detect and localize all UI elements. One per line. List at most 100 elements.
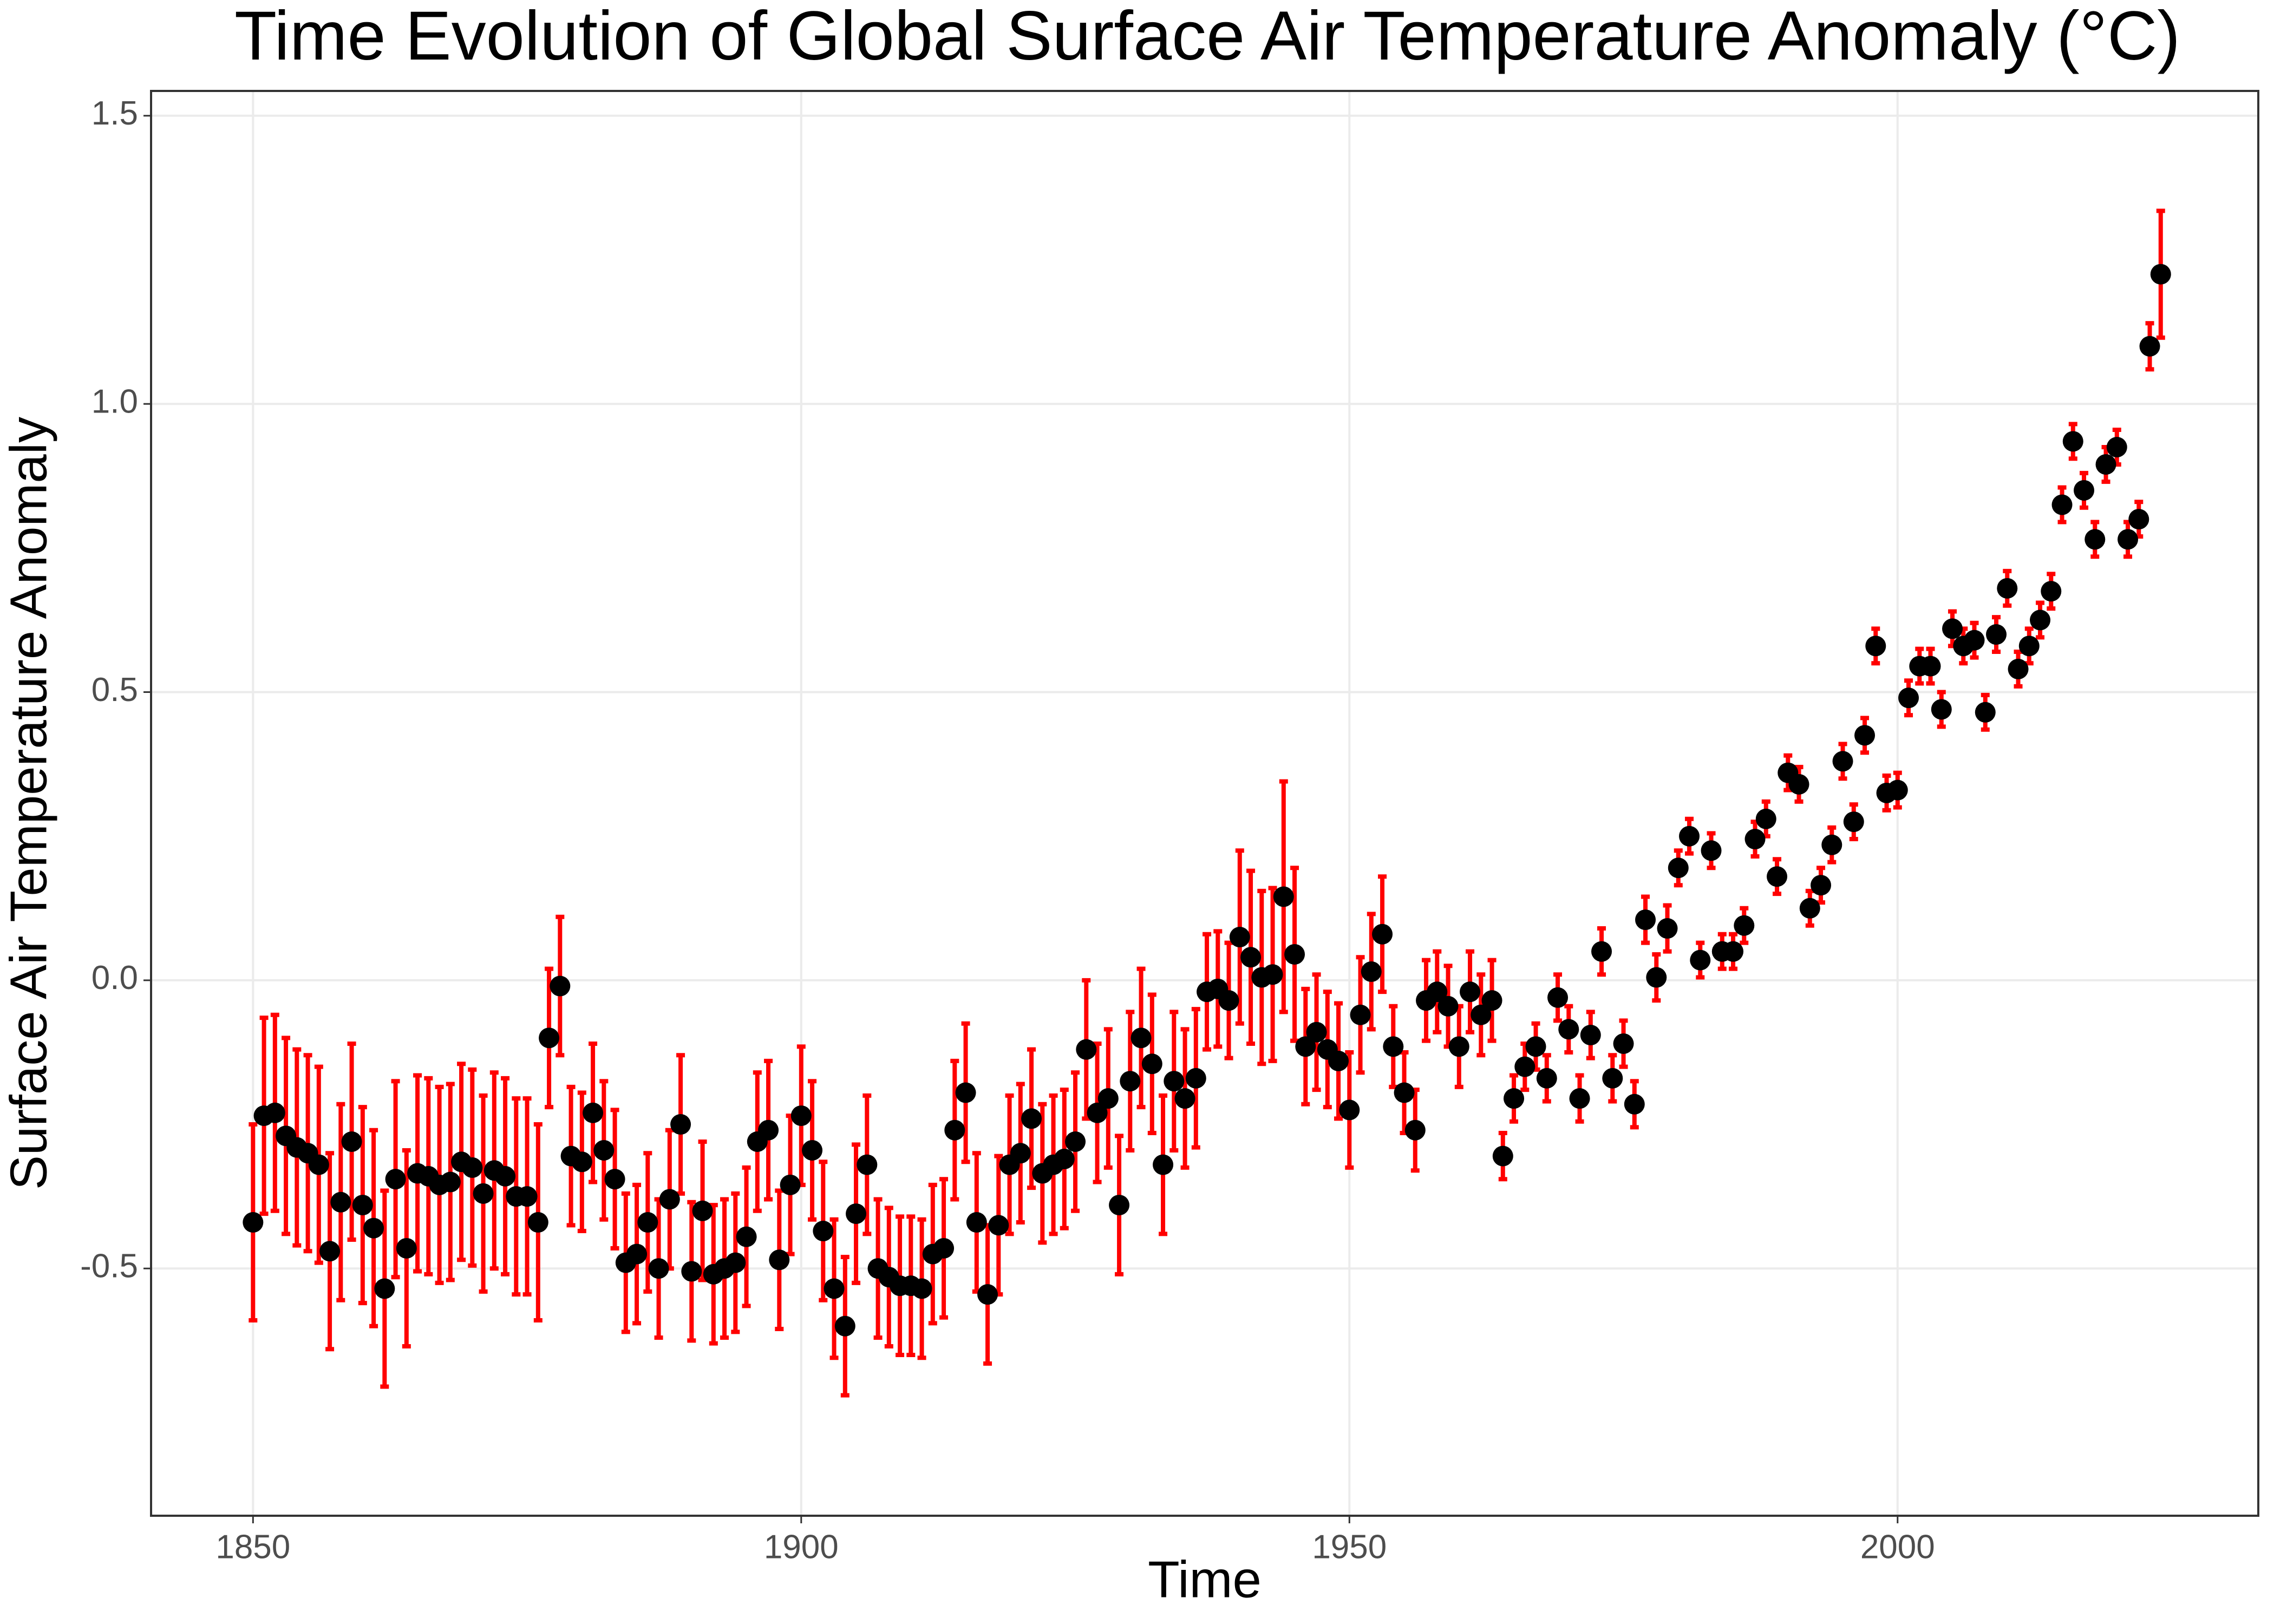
point <box>769 1249 790 1271</box>
point <box>988 1215 1009 1236</box>
point <box>1887 780 1908 801</box>
point <box>1701 840 1722 861</box>
point <box>1361 961 1382 982</box>
point <box>1525 1036 1546 1057</box>
point <box>2008 658 2029 679</box>
point <box>1504 1088 1525 1109</box>
point <box>1690 949 1711 971</box>
point <box>2030 610 2051 631</box>
chart-title: Time Evolution of Global Surface Air Tem… <box>234 0 2180 75</box>
point <box>1865 636 1886 657</box>
x-axis-title: Time <box>1148 1550 1262 1608</box>
point <box>539 1027 560 1049</box>
point <box>2128 509 2149 530</box>
point <box>1744 829 1766 850</box>
point <box>1141 1053 1162 1075</box>
point <box>2139 336 2160 357</box>
point <box>1065 1131 1086 1152</box>
point <box>495 1165 516 1187</box>
point <box>834 1315 855 1337</box>
point <box>857 1154 878 1175</box>
point <box>626 1243 648 1265</box>
point <box>1755 808 1776 829</box>
x-tick-label: 1950 <box>1312 1528 1387 1566</box>
point <box>1120 1071 1141 1092</box>
point <box>1339 1099 1360 1121</box>
point <box>725 1252 746 1273</box>
point <box>1997 578 2018 599</box>
point <box>692 1200 713 1221</box>
point <box>2041 581 2062 602</box>
y-tick-label: -0.5 <box>80 1248 138 1285</box>
point <box>1854 725 1876 746</box>
point <box>1262 964 1283 985</box>
y-tick-label: 0.5 <box>92 671 138 709</box>
point <box>2084 529 2106 550</box>
point <box>2018 636 2040 657</box>
y-tick-label: 1.5 <box>92 95 138 132</box>
point <box>517 1186 538 1207</box>
point <box>1942 618 1963 639</box>
plot-border <box>150 90 2259 1517</box>
point <box>604 1169 625 1190</box>
point <box>363 1217 384 1239</box>
point <box>1481 990 1502 1011</box>
point <box>374 1278 395 1299</box>
point <box>1010 1143 1031 1164</box>
point <box>1218 990 1239 1011</box>
point <box>1668 857 1689 879</box>
point <box>1799 898 1820 919</box>
point <box>1492 1145 1513 1167</box>
point <box>1131 1027 1152 1049</box>
point <box>330 1191 351 1213</box>
point <box>1273 886 1294 907</box>
point <box>1602 1068 1623 1089</box>
point <box>1975 702 1996 723</box>
point <box>1920 656 1941 677</box>
point <box>1097 1088 1119 1109</box>
point <box>2150 264 2171 285</box>
point <box>1164 1071 1185 1092</box>
point <box>813 1221 834 1242</box>
point <box>583 1102 604 1123</box>
point <box>1657 918 1678 939</box>
point <box>341 1131 362 1152</box>
point <box>1427 981 1448 1003</box>
point <box>681 1261 702 1282</box>
y-axis-title: Surface Air Temperature Anomaly <box>0 417 57 1190</box>
point <box>911 1278 932 1299</box>
point <box>308 1154 329 1175</box>
point <box>396 1237 417 1259</box>
point <box>1284 944 1305 965</box>
point <box>243 1212 264 1233</box>
point <box>824 1278 845 1299</box>
point <box>1185 1068 1206 1089</box>
point <box>1087 1102 1108 1123</box>
point <box>1613 1033 1634 1054</box>
point <box>2074 480 2095 501</box>
y-tick-label: 0.0 <box>92 959 138 997</box>
point <box>1536 1068 1557 1089</box>
point <box>1350 1004 1371 1025</box>
point <box>385 1169 406 1190</box>
point <box>1021 1108 1042 1129</box>
point <box>2051 494 2073 515</box>
x-tick-label: 1850 <box>215 1528 290 1566</box>
point <box>527 1212 548 1233</box>
point <box>1811 875 1832 896</box>
point <box>977 1284 998 1305</box>
point <box>1054 1148 1075 1169</box>
point <box>1328 1050 1349 1071</box>
point <box>1471 1004 1492 1025</box>
point <box>758 1119 779 1141</box>
y-tick-label: 1.0 <box>92 383 138 421</box>
point <box>1076 1039 1097 1060</box>
point <box>571 1151 592 1173</box>
point <box>1624 1093 1645 1115</box>
point <box>1109 1195 1130 1216</box>
point <box>659 1189 680 1210</box>
point <box>319 1241 341 1262</box>
point <box>1843 811 1864 833</box>
